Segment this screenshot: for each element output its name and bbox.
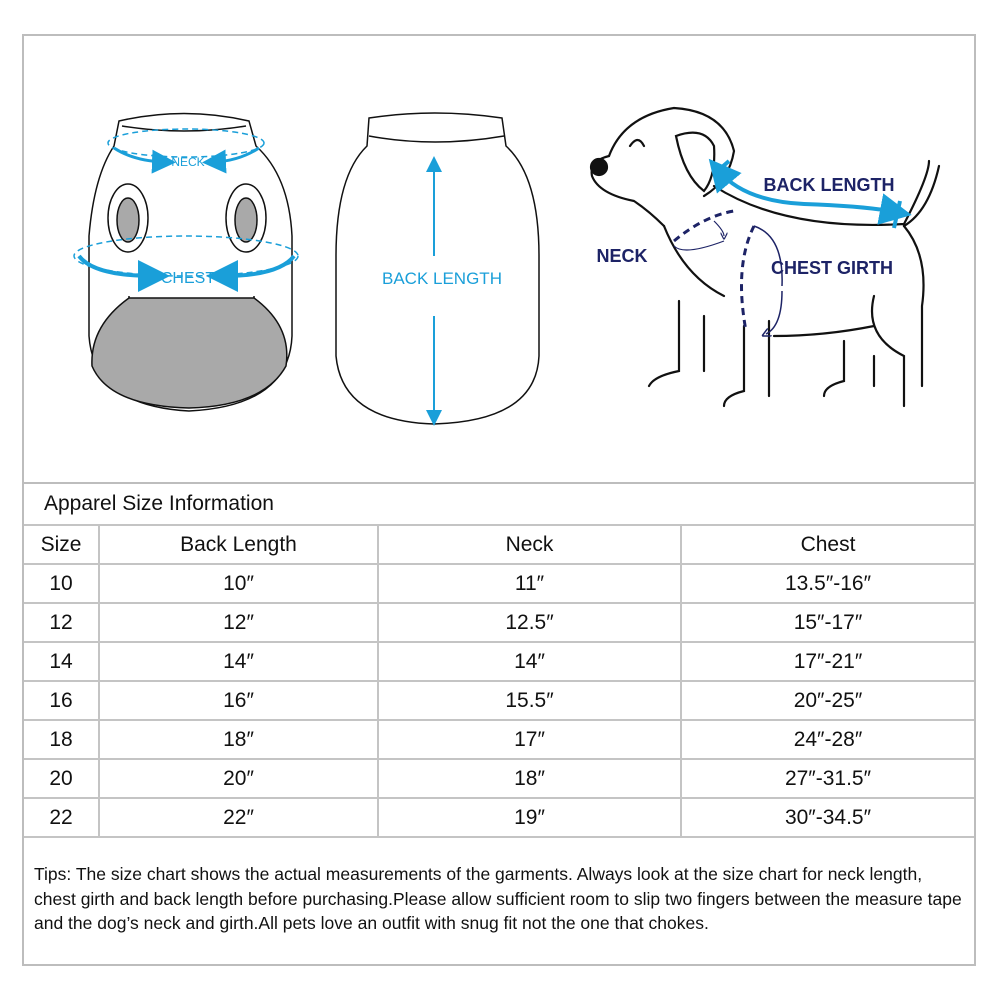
table-header-row: Size Back Length Neck Chest (24, 524, 974, 565)
size-table: Size Back Length Neck Chest 10 10″ 11″ 13.5… (24, 524, 974, 838)
table-row: 14 14″ 14″ 17″-21″ (24, 641, 974, 682)
size-cell: 22 (24, 797, 100, 838)
back-length-label: BACK LENGTH (382, 269, 502, 288)
dog-back-length-label: BACK LENGTH (764, 175, 895, 195)
header-chest: Chest (680, 524, 974, 565)
table-row: 16 16″ 15.5″ 20″-25″ (24, 680, 974, 721)
front-chest-label: CHEST (161, 270, 215, 287)
neck-cell: 18″ (377, 758, 682, 799)
back-length-cell: 10″ (98, 563, 379, 604)
neck-cell: 14″ (377, 641, 682, 682)
dog-chest-girth-label: CHEST GIRTH (771, 258, 893, 278)
front-neck-label: NECK (171, 155, 204, 169)
chest-cell: 13.5″-16″ (680, 563, 974, 604)
chest-cell: 27″-31.5″ (680, 758, 974, 799)
chest-cell: 30″-34.5″ (680, 797, 974, 838)
neck-cell: 15.5″ (377, 680, 682, 721)
header-back-length: Back Length (98, 524, 379, 565)
size-cell: 10 (24, 563, 100, 604)
table-title: Apparel Size Information (24, 482, 974, 524)
back-length-cell: 20″ (98, 758, 379, 799)
garment-back-drawing (335, 112, 540, 425)
table-row: 22 22″ 19″ 30″-34.5″ (24, 797, 974, 838)
size-cell: 20 (24, 758, 100, 799)
back-length-cell: 12″ (98, 602, 379, 643)
chest-cell: 15″-17″ (680, 602, 974, 643)
neck-cell: 19″ (377, 797, 682, 838)
back-length-cell: 18″ (98, 719, 379, 760)
garment-front-drawing (88, 112, 293, 412)
table-row: 10 10″ 11″ 13.5″-16″ (24, 563, 974, 604)
table-row: 20 20″ 18″ 27″-31.5″ (24, 758, 974, 799)
dog-measure-lines (673, 158, 912, 334)
back-length-cell: 14″ (98, 641, 379, 682)
table-row: 18 18″ 17″ 24″-28″ (24, 719, 974, 760)
measurement-illustration: NECK CHEST BACK LENGTH (73, 106, 941, 426)
table-row: 12 12″ 12.5″ 15″-17″ (24, 602, 974, 643)
size-chart: NECK CHEST BACK LENGTH (22, 34, 976, 966)
neck-cell: 17″ (377, 719, 682, 760)
dog-drawing (589, 106, 941, 408)
back-length-cell: 22″ (98, 797, 379, 838)
dog-neck-label: NECK (596, 246, 647, 266)
chest-cell: 17″-21″ (680, 641, 974, 682)
header-size: Size (24, 524, 100, 565)
size-cell: 18 (24, 719, 100, 760)
tips-text: Tips: The size chart shows the actual me… (34, 864, 962, 933)
neck-cell: 11″ (377, 563, 682, 604)
back-length-cell: 16″ (98, 680, 379, 721)
size-cell: 14 (24, 641, 100, 682)
size-cell: 16 (24, 680, 100, 721)
header-neck: Neck (377, 524, 682, 565)
neck-cell: 12.5″ (377, 602, 682, 643)
front-measure-lines (73, 128, 299, 292)
size-cell: 12 (24, 602, 100, 643)
chest-cell: 24″-28″ (680, 719, 974, 760)
chest-cell: 20″-25″ (680, 680, 974, 721)
